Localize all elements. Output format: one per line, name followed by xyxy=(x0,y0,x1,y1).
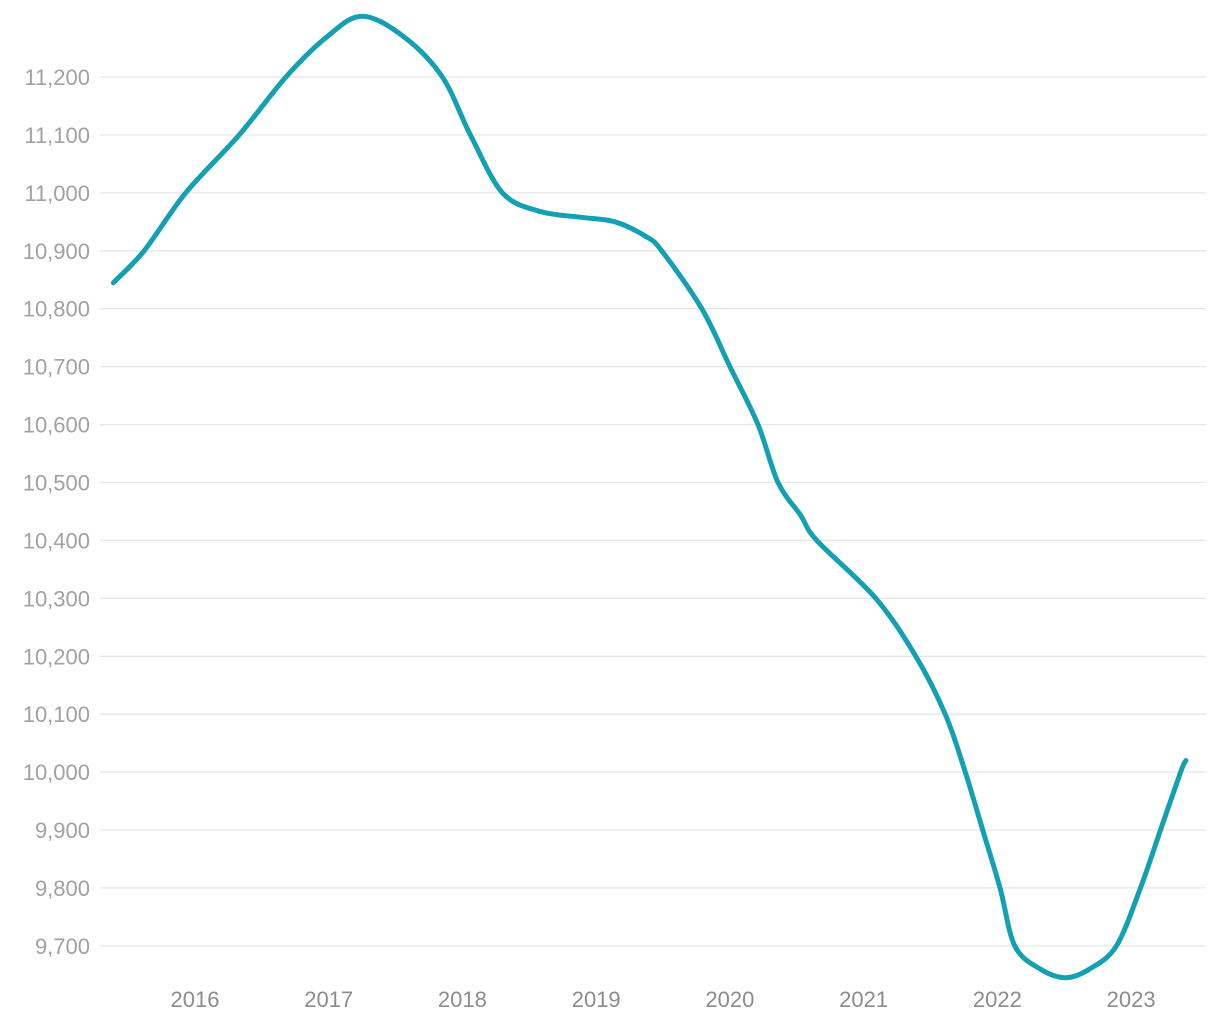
x-axis-tick-label: 2018 xyxy=(438,987,487,1012)
gridlines xyxy=(100,76,1206,947)
series-group xyxy=(110,13,1189,981)
y-axis-tick-label: 10,300 xyxy=(23,586,90,611)
x-axis-tick-label: 2020 xyxy=(705,987,754,1012)
y-axis-tick-label: 10,700 xyxy=(23,355,90,380)
x-axis-tick-label: 2017 xyxy=(304,987,353,1012)
x-axis-tick-label: 2021 xyxy=(839,987,888,1012)
y-axis-labels: 11,200 11,100 11,000 10,900 10,800 10,700 10,6… xyxy=(23,65,90,959)
x-axis-tick-label: 2016 xyxy=(171,987,220,1012)
y-axis-tick-label: 10,000 xyxy=(23,760,90,785)
series-line xyxy=(110,13,1189,981)
y-axis-tick-label: 10,200 xyxy=(23,644,90,669)
x-axis-tick-label: 2023 xyxy=(1107,987,1156,1012)
y-axis-tick-label: 11,000 xyxy=(24,181,90,206)
y-axis-tick-label: 10,900 xyxy=(23,239,90,264)
y-axis-tick-label: 10,400 xyxy=(23,528,90,553)
y-axis-tick-label: 9,700 xyxy=(35,934,90,959)
x-axis-tick-label: 2022 xyxy=(973,987,1022,1012)
x-axis-tick-label: 2019 xyxy=(572,987,621,1012)
y-axis-tick-label: 10,600 xyxy=(23,413,90,438)
y-axis-tick-label: 9,900 xyxy=(35,818,90,843)
y-axis-tick-label: 11,200 xyxy=(24,65,90,90)
y-axis-tick-label: 10,800 xyxy=(23,297,90,322)
y-axis-tick-label: 11,100 xyxy=(24,123,90,148)
x-axis-labels: 2016 2017 2018 2019 2020 2021 2022 2023 xyxy=(171,987,1156,1012)
y-axis-tick-label: 10,100 xyxy=(23,702,90,727)
y-axis-tick-label: 10,500 xyxy=(23,471,90,496)
y-axis-tick-label: 9,800 xyxy=(35,876,90,901)
